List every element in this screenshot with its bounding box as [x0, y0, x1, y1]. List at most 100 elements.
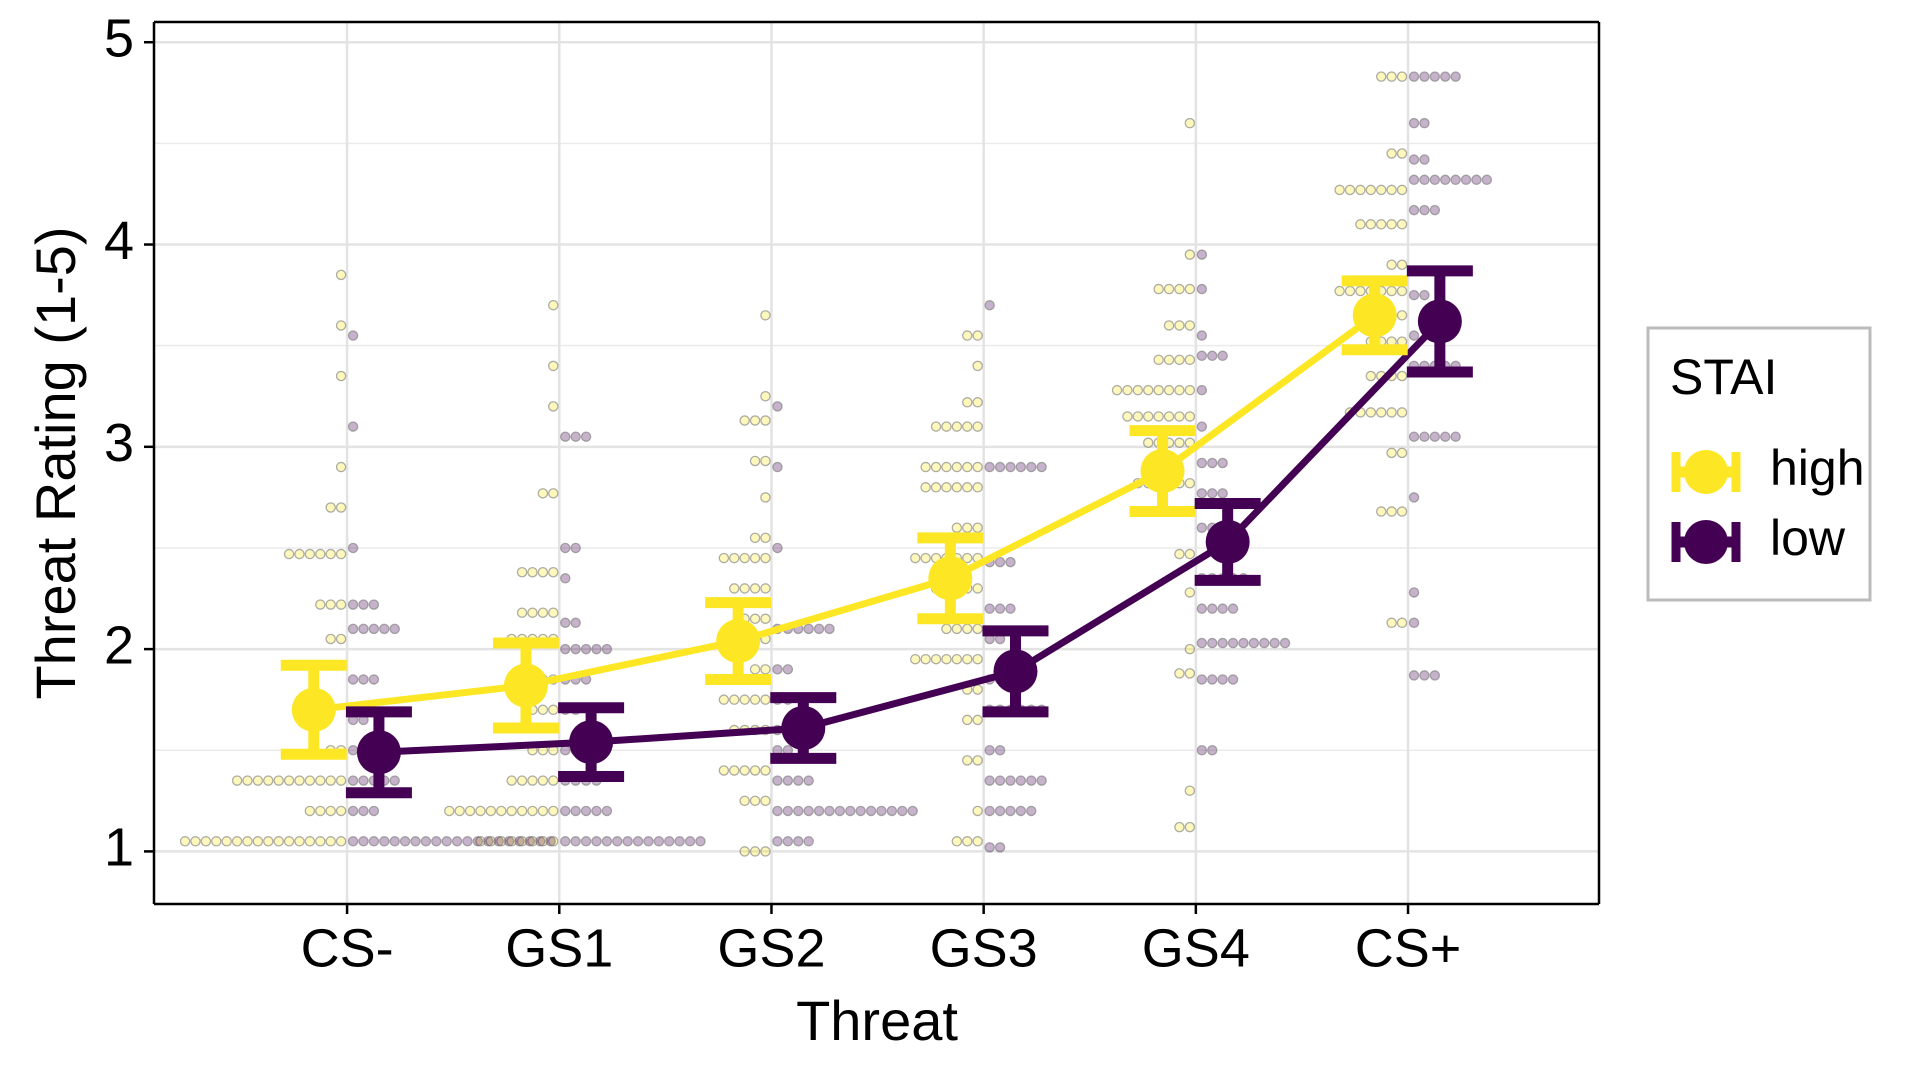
data-dot [962, 653, 973, 665]
data-dot [1153, 411, 1164, 422]
data-dot [335, 320, 347, 331]
data-dot [729, 552, 740, 564]
dot-row [739, 846, 771, 857]
data-dot [803, 836, 814, 847]
data-dot [389, 775, 400, 786]
data-dot [294, 836, 305, 847]
data-dot [1184, 249, 1196, 260]
data-dot [358, 674, 369, 685]
data-dot [1408, 289, 1420, 301]
data-dot [516, 566, 528, 578]
data-dot [358, 623, 369, 635]
data-dot [1334, 285, 1345, 297]
data-dot [273, 836, 284, 847]
dot-row [231, 775, 347, 786]
dot-row [548, 401, 559, 412]
dot-row [1196, 330, 1208, 341]
data-dot [503, 836, 515, 847]
data-dot [951, 653, 963, 665]
data-dot [1206, 674, 1218, 685]
data-dot [454, 805, 465, 817]
data-dot [335, 548, 347, 560]
data-dot [537, 488, 549, 499]
data-dot [984, 775, 995, 786]
data-dot [179, 836, 191, 847]
dot-row [1184, 785, 1196, 796]
dot-row [972, 805, 983, 817]
dot-row [304, 805, 347, 817]
data-dot [760, 552, 771, 564]
data-dot [1122, 384, 1133, 396]
data-dot [516, 775, 528, 786]
dot-row [1196, 283, 1208, 295]
data-dot [984, 299, 995, 311]
data-dot [972, 583, 983, 594]
legend-point [1684, 520, 1728, 564]
data-dot [1184, 320, 1196, 331]
data-dot [1174, 821, 1185, 833]
dot-row [1196, 603, 1239, 614]
data-dot [431, 836, 442, 847]
data-dot [1174, 320, 1185, 331]
data-dot [527, 566, 538, 578]
data-dot [335, 836, 347, 847]
data-dot [972, 397, 983, 408]
dot-row [760, 310, 771, 321]
dot-row [718, 552, 771, 564]
legend-point [1684, 450, 1728, 494]
dot-row [1408, 670, 1441, 681]
mean-point [503, 663, 548, 708]
data-dot [591, 643, 602, 655]
data-dot [591, 805, 602, 817]
data-dot [962, 623, 973, 635]
data-dot [1217, 603, 1228, 614]
data-dot [951, 836, 963, 847]
data-dot [368, 623, 380, 635]
data-dot [749, 613, 761, 625]
data-dot [1196, 674, 1208, 685]
dot-row [1196, 745, 1218, 756]
data-dot [1396, 184, 1408, 196]
data-dot [560, 573, 571, 584]
data-dot [347, 599, 359, 610]
data-dot [252, 836, 264, 847]
data-dot [897, 805, 908, 817]
dot-row [548, 360, 559, 372]
data-dot [1196, 522, 1208, 533]
data-dot [283, 775, 295, 786]
data-dot [1227, 637, 1239, 649]
data-dot [1408, 71, 1420, 82]
data-dot [325, 548, 336, 560]
data-dot [824, 623, 835, 635]
data-dot [803, 805, 814, 817]
dot-row [1196, 350, 1228, 362]
data-dot [1429, 174, 1441, 186]
data-dot [1153, 283, 1164, 295]
data-dot [570, 542, 581, 554]
data-dot [782, 775, 794, 786]
dot-row [1408, 154, 1430, 165]
data-dot [749, 583, 761, 594]
data-dot [335, 502, 347, 513]
data-dot [962, 421, 973, 432]
data-dot [972, 461, 983, 473]
dot-row [739, 415, 771, 426]
data-dot [1396, 506, 1408, 517]
data-dot [984, 461, 995, 473]
data-dot [1408, 431, 1420, 442]
data-dot [580, 836, 592, 847]
data-dot [560, 617, 571, 629]
data-dot [1396, 447, 1408, 459]
data-dot [760, 613, 771, 625]
data-dot [368, 805, 380, 817]
data-dot [358, 599, 369, 610]
data-dot [749, 664, 761, 675]
data-dot [1111, 384, 1123, 396]
data-dot [1365, 370, 1377, 382]
dot-row [347, 836, 556, 847]
data-dot [1386, 219, 1397, 230]
data-dot [674, 836, 685, 847]
data-dot [1206, 745, 1218, 756]
dot-row [560, 431, 592, 442]
data-dot [855, 805, 866, 817]
